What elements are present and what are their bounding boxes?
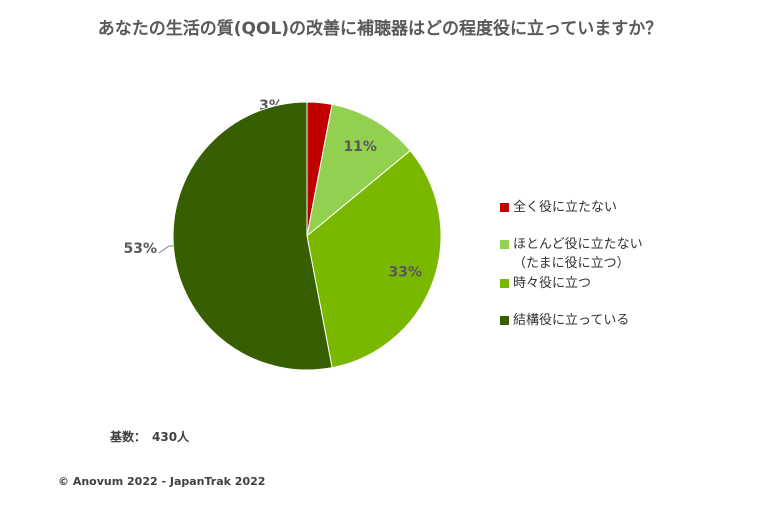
legend-swatch xyxy=(500,240,509,249)
legend-label: 全く役に立たない xyxy=(513,200,618,215)
chart-title: あなたの生活の質(QOL)の改善に補聴器はどの程度役に立っていますか？ xyxy=(97,19,663,39)
legend-swatch xyxy=(500,279,509,288)
label-sometimes-helpful: 33% xyxy=(389,264,423,280)
base-count: 基数： 430人 xyxy=(110,428,189,445)
slice-rarely-helpful xyxy=(306,103,411,238)
legend-swatch xyxy=(500,316,509,325)
legend-label: 時々役に立つ xyxy=(513,276,592,291)
slice-sometimes-helpful xyxy=(306,149,442,369)
label-leader-line xyxy=(158,245,175,254)
legend-label: 結構役に立っている xyxy=(513,313,630,328)
copyright-text: © Anovum 2022 - JapanTrak 2022 xyxy=(58,475,266,488)
label-quite-helpful: 53% xyxy=(123,241,157,257)
base-count-label: 基数： xyxy=(110,430,147,444)
legend-swatch xyxy=(500,203,509,212)
legend-label: ほとんど役に立たない （たまに役に立つ） xyxy=(513,237,643,271)
label-rarely-helpful: 11% xyxy=(343,139,377,155)
base-count-value: 430人 xyxy=(152,430,190,444)
slice-quite-helpful xyxy=(172,101,333,371)
